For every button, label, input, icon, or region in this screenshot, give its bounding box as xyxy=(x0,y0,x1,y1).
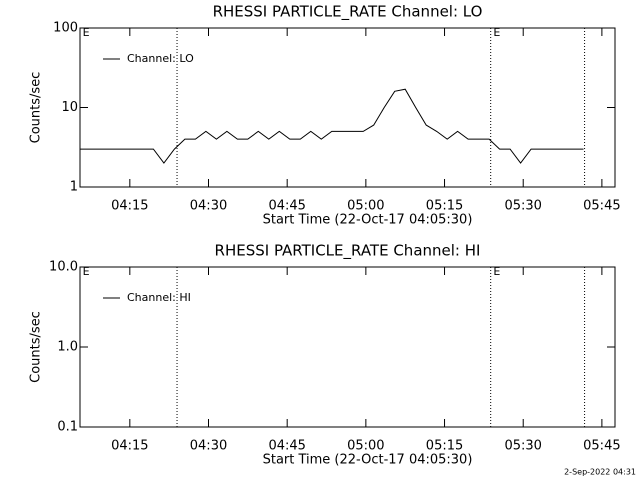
x-axis-label: Start Time (22-Oct-17 04:05:30) xyxy=(263,213,473,228)
legend-label: Channel: LO xyxy=(127,52,194,65)
y-tick-label: 1 xyxy=(70,180,78,195)
data-line xyxy=(80,88,584,164)
annotation: E xyxy=(493,26,500,39)
y-tick-label: 10 xyxy=(61,100,78,115)
annotation: E xyxy=(83,26,90,39)
y-tick-label: 0.1 xyxy=(57,420,78,435)
footer: 2-Sep-2022 04:31 xyxy=(564,468,636,477)
x-tick-label: 05:45 xyxy=(583,439,620,454)
x-tick-label: 04:45 xyxy=(268,439,305,454)
x-tick-label: 04:45 xyxy=(268,199,305,214)
y-tick-label: 10.0 xyxy=(49,260,78,275)
x-tick-label: 04:15 xyxy=(111,199,148,214)
x-tick-label: 04:30 xyxy=(190,439,227,454)
x-tick-label: 05:45 xyxy=(583,199,620,214)
x-tick-label: 05:00 xyxy=(347,199,384,214)
y-axis-label: Counts/sec xyxy=(29,311,44,383)
y-tick-label: 100 xyxy=(53,21,78,36)
y-tick-label: 1.0 xyxy=(57,340,78,355)
x-axis-label: Start Time (22-Oct-17 04:05:30) xyxy=(263,453,473,468)
x-tick-label: 05:15 xyxy=(426,439,463,454)
legend-label: Channel: HI xyxy=(127,291,191,304)
chart-title: RHESSI PARTICLE_RATE Channel: LO xyxy=(213,3,483,22)
x-tick-label: 05:30 xyxy=(504,199,541,214)
annotation: E xyxy=(83,265,90,278)
x-tick-label: 05:00 xyxy=(347,439,384,454)
annotation: E xyxy=(493,265,500,278)
x-tick-label: 05:15 xyxy=(426,199,463,214)
x-tick-label: 05:30 xyxy=(504,439,541,454)
x-tick-label: 04:15 xyxy=(111,439,148,454)
chart-title: RHESSI PARTICLE_RATE Channel: HI xyxy=(215,242,481,261)
y-axis-label: Counts/sec xyxy=(29,72,44,144)
x-tick-label: 04:30 xyxy=(190,199,227,214)
